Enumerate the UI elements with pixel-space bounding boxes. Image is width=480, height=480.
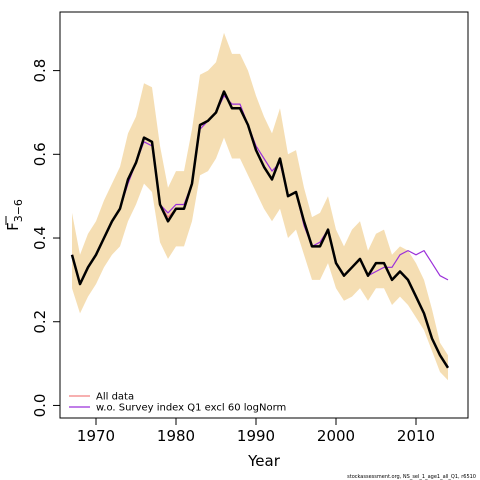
y-tick-label: 0.6 [31,142,49,166]
x-tick-label: 1970 [77,427,115,445]
x-tick-label: 1990 [237,427,275,445]
y-tick-label: 0.8 [31,59,49,83]
svg-text:F3−6: F3−6 [4,199,25,231]
y-tick-label: 0.0 [31,394,49,418]
plot-area [70,32,450,381]
x-axis: 1970 1980 1990 2000 2010 [77,417,435,445]
series-line-estimate [70,90,450,369]
y-axis-title-subscript: 3−6 [12,199,25,222]
legend-label: All data [96,392,134,403]
x-tick-label: 2000 [317,427,355,445]
x-axis-title: Year [247,452,281,470]
legend-label: w.o. Survey index Q1 excl 60 logNorm [96,403,286,414]
y-tick-label: 0.2 [31,310,49,334]
x-tick-label: 2010 [397,427,435,445]
footer-text: stockassessment.org, NS_sel_1_age1_all_Q… [347,474,476,480]
y-axis-title: F3−6 [4,199,25,231]
confidence-band [72,32,448,381]
y-axis: 0.0 0.2 0.4 0.6 0.8 [31,59,60,418]
y-tick-label: 0.4 [31,226,49,250]
y-axis-title-main: F [4,222,22,231]
x-tick-label: 1980 [157,427,195,445]
